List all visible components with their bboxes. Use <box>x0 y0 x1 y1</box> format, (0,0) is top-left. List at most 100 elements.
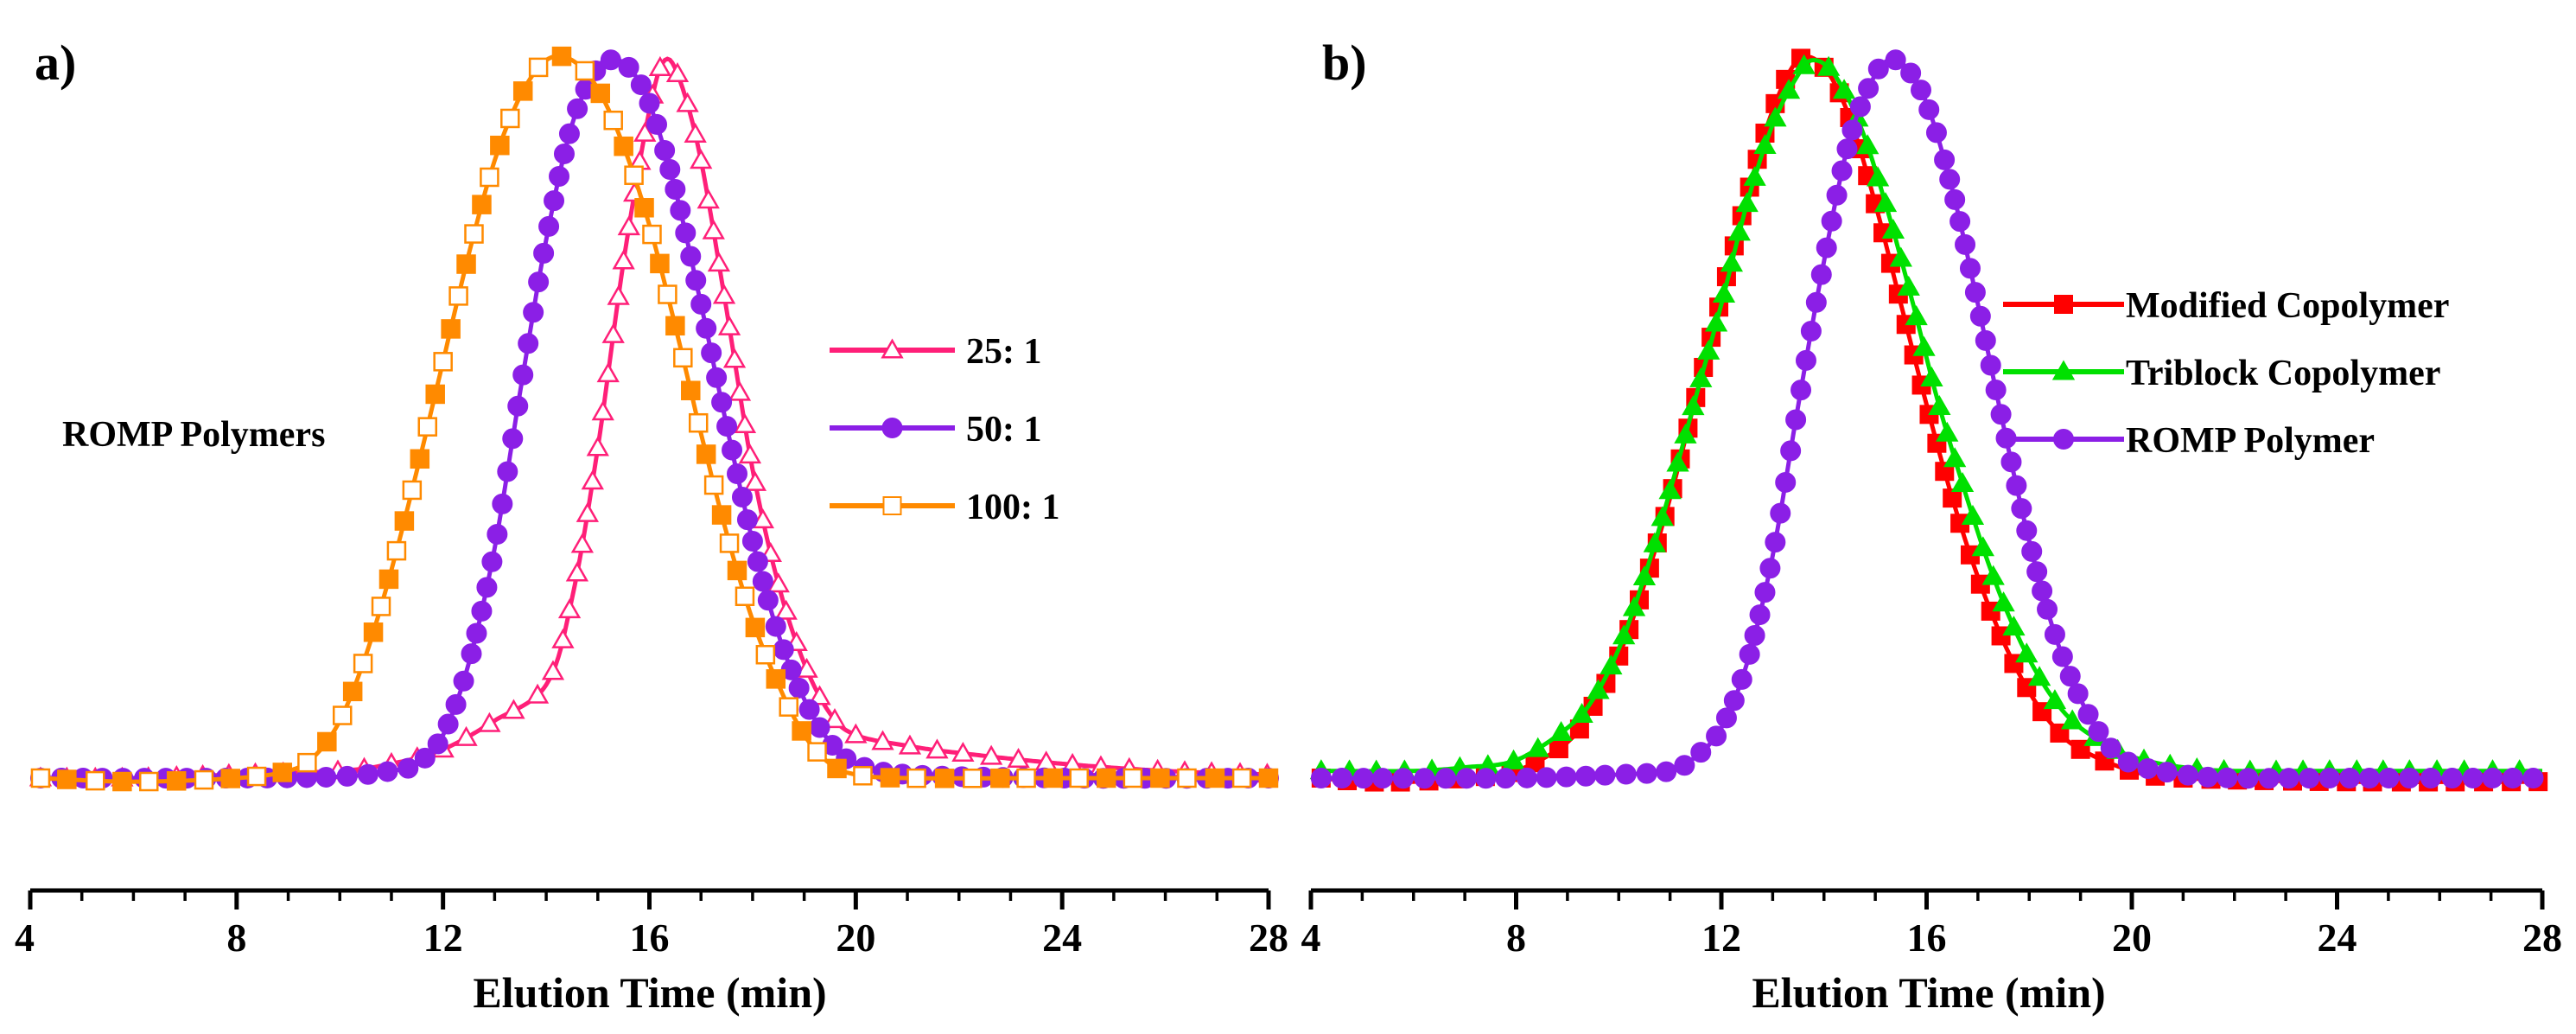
data-point <box>1943 488 1962 508</box>
x-tick-label: 28 <box>2522 916 2562 960</box>
data-point <box>558 123 580 144</box>
data-point <box>1792 54 1816 74</box>
data-point <box>600 49 621 71</box>
data-point <box>1939 169 1961 190</box>
data-point <box>684 123 707 144</box>
data-point <box>1666 451 1689 472</box>
data-point <box>823 708 847 729</box>
data-point <box>1936 421 1959 442</box>
data-point <box>591 400 614 421</box>
data-point <box>701 342 722 364</box>
data-point <box>1150 768 1170 788</box>
data-point <box>1016 768 1036 788</box>
data-point <box>487 523 508 545</box>
data-point <box>437 713 459 735</box>
data-point <box>612 249 635 270</box>
data-point <box>1743 165 1766 186</box>
data-point <box>2015 642 2039 663</box>
data-point <box>2420 768 2441 788</box>
data-point <box>712 284 736 304</box>
data-point <box>788 677 810 699</box>
data-point <box>1795 349 1816 371</box>
data-point <box>502 699 525 719</box>
data-point <box>696 444 716 464</box>
data-point <box>567 98 588 119</box>
data-point <box>676 92 699 112</box>
data-point <box>1456 768 1478 789</box>
data-point <box>2006 475 2027 496</box>
data-point <box>1720 252 1744 272</box>
data-point <box>1816 55 1841 76</box>
data-point <box>1821 210 1842 232</box>
data-point <box>507 395 529 417</box>
data-point <box>1656 761 1677 782</box>
data-point <box>414 747 436 769</box>
panel-a: a) ROMP Polymers 25: 1 50: 1 100: 1 4 8 12 16… <box>15 35 1288 1017</box>
data-point <box>544 190 565 212</box>
data-point <box>1587 679 1610 699</box>
data-point <box>1992 591 2015 612</box>
data-point <box>2522 768 2544 788</box>
data-point <box>681 380 701 400</box>
data-point <box>581 469 604 490</box>
data-point <box>1123 768 1143 788</box>
data-point <box>1964 282 1986 303</box>
data-point <box>1753 133 1777 154</box>
data-point <box>1841 119 1863 141</box>
legend-marker <box>2053 429 2074 450</box>
data-point <box>2067 683 2089 705</box>
data-point <box>827 758 847 779</box>
data-point <box>1502 749 1525 769</box>
data-point <box>2258 768 2280 789</box>
data-point <box>317 731 337 752</box>
data-point <box>557 598 582 619</box>
data-point <box>502 428 524 450</box>
data-point <box>441 319 461 339</box>
x-tick-label: 16 <box>1907 916 1947 960</box>
data-point <box>166 771 187 791</box>
data-point <box>2156 762 2178 783</box>
panel-b-x-axis-title: Elution Time (min) <box>1752 968 2105 1017</box>
data-point <box>448 286 468 306</box>
data-point <box>1764 106 1787 127</box>
data-point <box>1925 122 1947 144</box>
data-point <box>1744 624 1765 646</box>
data-point <box>665 61 690 82</box>
data-point <box>1536 767 1557 788</box>
data-point <box>551 46 572 67</box>
data-point <box>634 198 654 218</box>
data-point <box>1985 380 2007 401</box>
data-point <box>1600 654 1623 675</box>
data-point <box>1969 305 1991 327</box>
data-point <box>792 721 811 741</box>
data-point <box>565 561 589 582</box>
data-point <box>871 730 894 750</box>
data-point <box>711 505 732 525</box>
legend-marker <box>881 338 904 359</box>
data-point <box>1658 479 1682 500</box>
data-point <box>809 717 830 738</box>
data-point <box>766 572 790 593</box>
data-point <box>512 81 533 101</box>
data-point <box>1950 471 1975 493</box>
data-point <box>1836 138 1858 160</box>
data-point <box>427 733 448 755</box>
data-point <box>1785 409 1807 431</box>
data-point <box>518 333 539 354</box>
data-point <box>1816 237 1837 258</box>
data-point <box>2339 768 2361 788</box>
data-point <box>808 685 831 705</box>
data-point <box>1231 768 1252 788</box>
data-point <box>549 165 570 187</box>
data-point <box>1944 188 1966 210</box>
data-point <box>736 509 758 531</box>
data-point <box>755 645 776 665</box>
data-point <box>525 683 550 704</box>
data-point <box>1643 532 1666 552</box>
data-point <box>717 315 741 335</box>
data-point <box>719 533 740 553</box>
data-point <box>1007 747 1030 769</box>
data-point <box>481 551 503 572</box>
data-point <box>1849 96 1871 118</box>
data-point <box>1715 707 1737 729</box>
